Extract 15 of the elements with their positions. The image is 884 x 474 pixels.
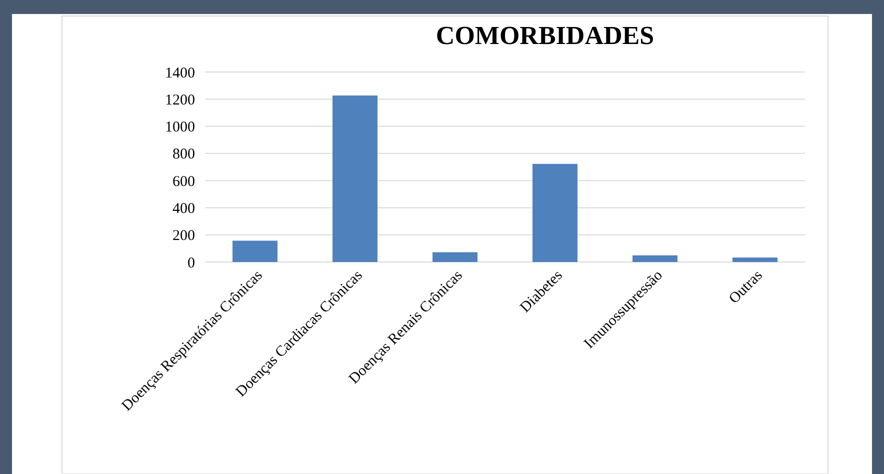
- bar: [732, 258, 778, 262]
- bar: [232, 240, 278, 262]
- y-tick-label: 1200: [165, 92, 195, 108]
- bar: [332, 95, 378, 262]
- y-tick-label: 1400: [165, 65, 195, 82]
- y-tick-label: 800: [172, 146, 195, 163]
- y-tick-label: 400: [172, 200, 195, 217]
- y-tick-label: 1000: [165, 120, 195, 136]
- bar: [632, 255, 678, 262]
- bar: [532, 164, 578, 262]
- y-tick-label: 0: [188, 255, 195, 272]
- chart-title: COMORBIDADES: [436, 21, 654, 50]
- bar: [432, 252, 478, 262]
- y-tick-label: 200: [172, 228, 195, 244]
- y-tick-label: 600: [172, 174, 195, 190]
